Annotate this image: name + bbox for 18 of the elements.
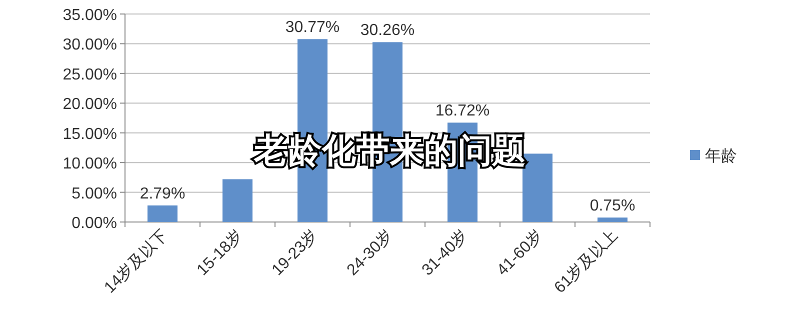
- data-label: 30.26%: [360, 22, 415, 40]
- y-tick-label: 20.00%: [62, 96, 117, 114]
- bar: [148, 205, 178, 222]
- y-tick-label: 30.00%: [62, 36, 117, 54]
- y-tick-label: 10.00%: [62, 156, 117, 173]
- data-label: 30.77%: [285, 19, 340, 36]
- data-label: 0.75%: [590, 198, 636, 215]
- data-label: 2.79%: [140, 185, 186, 202]
- y-tick-label: 25.00%: [62, 66, 117, 84]
- bar: [598, 218, 628, 222]
- y-tick-label: 35.00%: [62, 7, 117, 24]
- legend-label: 年龄: [705, 148, 737, 165]
- y-tick-label: 15.00%: [62, 126, 117, 143]
- y-tick-label: 0.00%: [72, 215, 117, 232]
- bar: [222, 179, 252, 222]
- y-tick-label: 5.00%: [72, 185, 117, 202]
- data-label: 16.72%: [435, 102, 490, 120]
- x-tick-label: 61岁及以上: [550, 226, 622, 297]
